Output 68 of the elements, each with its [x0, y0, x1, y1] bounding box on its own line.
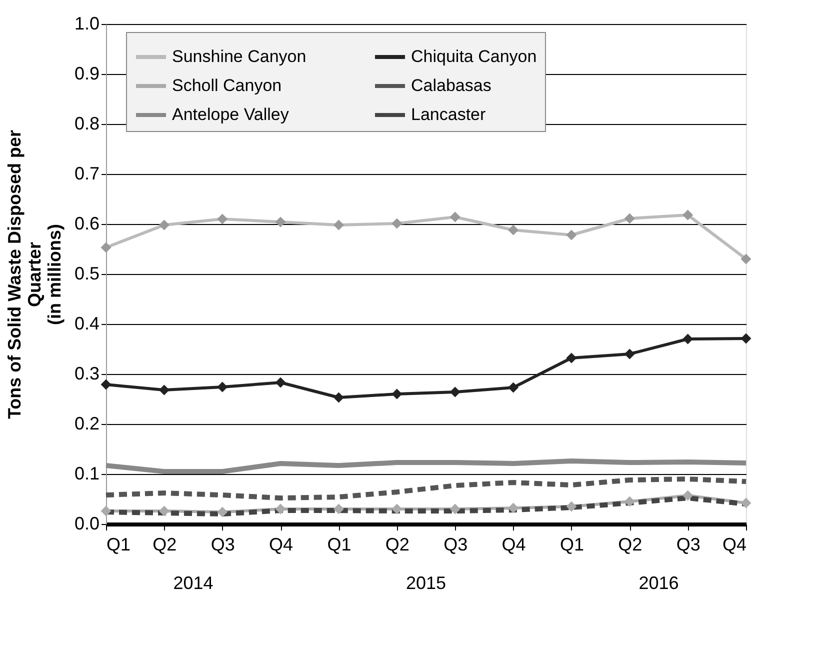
legend-label: Sunshine Canyon [172, 47, 306, 66]
y-tick-label: 0.1 [74, 464, 100, 484]
point [333, 220, 344, 230]
x-tick-label: Q2 [618, 534, 642, 554]
point [508, 224, 519, 236]
y-axis-title: Tons of Solid Waste Disposed per Quarter (in millions) [4, 130, 64, 420]
y-tick-label: 0.5 [74, 264, 100, 284]
point [158, 220, 170, 230]
y-tick-label: 1.0 [74, 14, 100, 34]
legend-label: Calabasas [411, 76, 492, 95]
point [217, 382, 228, 392]
y-tick-label: 0.0 [74, 514, 100, 534]
x-tick-label: Q3 [444, 534, 468, 554]
point [624, 496, 635, 507]
point [392, 218, 402, 229]
y-tick-label: 0.4 [74, 314, 100, 334]
legend-label: Chiquita Canyon [411, 47, 537, 66]
x-tick-label: Q4 [269, 534, 294, 554]
y-tick-label: 0.6 [74, 214, 100, 234]
point [682, 334, 694, 344]
point [100, 379, 112, 390]
y-tick-label: 0.2 [74, 414, 100, 434]
legend-label: Lancaster [411, 105, 486, 124]
y-tick-label: 0.7 [74, 164, 100, 184]
point [275, 216, 286, 228]
point [566, 352, 577, 364]
point [333, 504, 344, 514]
x-tick-label: Q4 [722, 534, 746, 554]
point [740, 498, 752, 508]
point [333, 392, 344, 403]
point [624, 348, 635, 360]
point [508, 502, 519, 514]
legend-label: Scholl Canyon [172, 76, 282, 95]
x-tick-label: Q1 [560, 534, 584, 554]
point [566, 230, 577, 240]
point [682, 490, 694, 501]
point [508, 382, 519, 393]
point [100, 506, 112, 516]
x-tick-label: Q1 [106, 534, 131, 554]
x-tick-label: Q3 [676, 534, 700, 554]
x-tick-label: Q3 [210, 534, 235, 554]
point [740, 333, 752, 344]
point [450, 212, 460, 222]
point [450, 386, 460, 398]
point [740, 254, 752, 264]
point [275, 377, 286, 388]
point [158, 384, 170, 396]
x-tick-label: Q1 [327, 534, 352, 554]
point [392, 388, 402, 400]
y-tick-label: 0.3 [74, 364, 100, 384]
point [217, 506, 228, 518]
point [158, 506, 170, 516]
point [566, 501, 577, 512]
text: 2015 [406, 573, 446, 593]
point [217, 214, 228, 224]
point [100, 242, 112, 253]
point [275, 504, 286, 514]
x-tick-label: Q4 [502, 534, 526, 554]
point [624, 213, 635, 224]
point [450, 504, 460, 514]
legend-label: Antelope Valley [172, 105, 290, 124]
y-tick-label: 0.9 [74, 64, 100, 84]
text: 2016 [638, 573, 679, 593]
y-tick-label: 0.8 [74, 114, 100, 134]
point [682, 210, 694, 220]
x-tick-label: Q2 [152, 534, 177, 554]
text: 2014 [173, 573, 214, 593]
x-tick-label: Q2 [385, 534, 410, 554]
